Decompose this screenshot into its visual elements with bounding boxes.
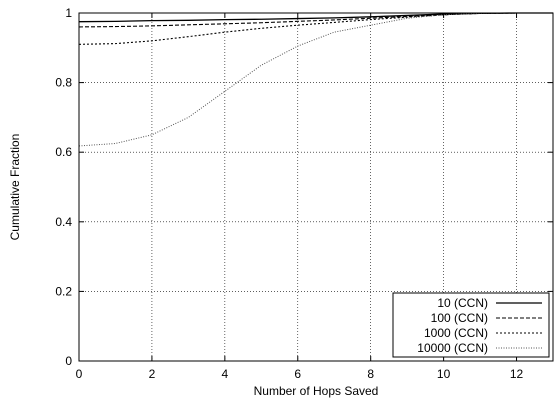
series-line-1 xyxy=(78,12,553,28)
x-tick-label: 6 xyxy=(294,367,301,381)
axis-ticks: 0 2 4 6 8 10 12 0 0.2 0.4 0.6 0.8 1 xyxy=(55,6,553,381)
series-line-3 xyxy=(78,12,553,147)
y-tick-label: 0 xyxy=(65,354,72,368)
y-tick-label: 0.2 xyxy=(55,284,72,298)
legend-label: 10 (CCN) xyxy=(437,296,488,310)
x-tick-label: 8 xyxy=(367,367,374,381)
y-tick-label: 0.6 xyxy=(55,145,72,159)
series-lines xyxy=(78,12,553,147)
x-axis-label: Number of Hops Saved xyxy=(254,384,379,398)
legend: 10 (CCN)100 (CCN)1000 (CCN)10000 (CCN) xyxy=(392,292,550,358)
plot-frame xyxy=(78,12,554,362)
legend-label: 1000 (CCN) xyxy=(424,326,488,340)
grid xyxy=(79,13,553,361)
legend-box xyxy=(392,292,550,358)
y-tick-label: 0.8 xyxy=(55,76,72,90)
x-tick-label: 10 xyxy=(437,367,451,381)
legend-label: 10000 (CCN) xyxy=(417,341,488,355)
x-tick-label: 2 xyxy=(149,367,156,381)
legend-label: 100 (CCN) xyxy=(431,311,488,325)
x-tick-label: 12 xyxy=(510,367,524,381)
y-tick-label: 0.4 xyxy=(55,215,72,229)
y-axis-label: Cumulative Fraction xyxy=(8,134,22,241)
y-tick-label: 1 xyxy=(65,6,72,20)
x-tick-label: 4 xyxy=(222,367,229,381)
x-tick-label: 0 xyxy=(76,367,83,381)
